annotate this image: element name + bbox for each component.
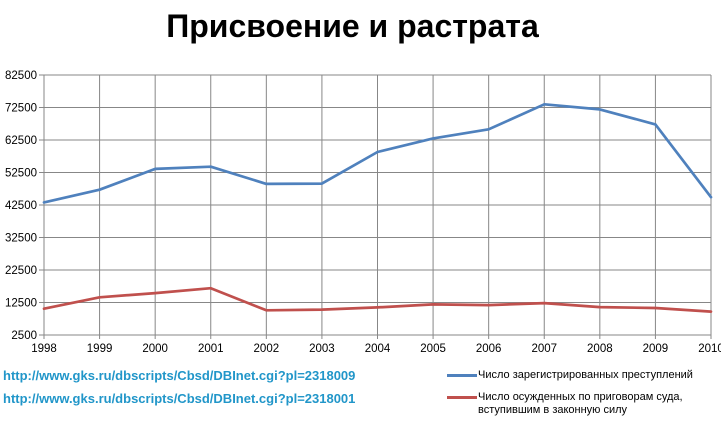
x-axis-tick-label: 2006 (476, 343, 502, 355)
legend-label-registered: Число зарегистрированных преступлений (478, 369, 693, 381)
legend-entry-registered: Число зарегистрированных преступлений (447, 369, 719, 382)
y-axis-tick-label: 2500 (11, 330, 37, 342)
legend-marker-registered-line-icon (447, 374, 477, 377)
x-axis-tick-label: 2001 (198, 343, 224, 355)
x-axis-tick-label: 2010 (698, 343, 721, 355)
source-link-registered[interactable]: http://www.gks.ru/dbscripts/Cbsd/DBInet.… (3, 368, 356, 383)
source-links: http://www.gks.ru/dbscripts/Cbsd/DBInet.… (3, 364, 355, 410)
legend-marker-convicted-line-icon (447, 396, 477, 399)
x-axis-tick-label: 2008 (587, 343, 613, 355)
x-axis-tick-label: 2003 (309, 343, 335, 355)
x-axis-tick-label: 2002 (254, 343, 280, 355)
chart-title: Присвоение и растрата (166, 8, 539, 44)
x-axis-tick-label: 2009 (643, 343, 669, 355)
legend: Число зарегистрированных преступлений Чи… (447, 369, 719, 426)
source-link-convicted[interactable]: http://www.gks.ru/dbscripts/Cbsd/DBInet.… (3, 391, 356, 406)
y-axis-tick-label: 42500 (5, 200, 37, 212)
x-axis-tick-label: 1998 (31, 343, 57, 355)
x-axis-tick-label: 2005 (420, 343, 446, 355)
y-axis-tick-label: 72500 (5, 103, 37, 115)
y-axis-tick-label: 52500 (5, 168, 37, 180)
y-axis-tick-label: 62500 (5, 135, 37, 147)
x-axis-tick-label: 2007 (531, 343, 557, 355)
y-axis-tick-label: 82500 (5, 70, 37, 82)
x-axis-tick-label: 1999 (87, 343, 113, 355)
legend-entry-convicted: Число осужденных по приговорам суда, вст… (447, 391, 719, 417)
x-axis-tick-label: 2004 (365, 343, 391, 355)
y-axis-tick-label: 32500 (5, 233, 37, 245)
x-axis-tick-label: 2000 (142, 343, 168, 355)
legend-label-convicted: Число осужденных по приговорам суда, вст… (478, 391, 683, 416)
series-line-convicted (42, 286, 713, 313)
y-axis-tick-label: 22500 (5, 265, 37, 277)
series-line-registered (42, 102, 713, 204)
y-axis-tick-label: 12500 (5, 298, 37, 310)
